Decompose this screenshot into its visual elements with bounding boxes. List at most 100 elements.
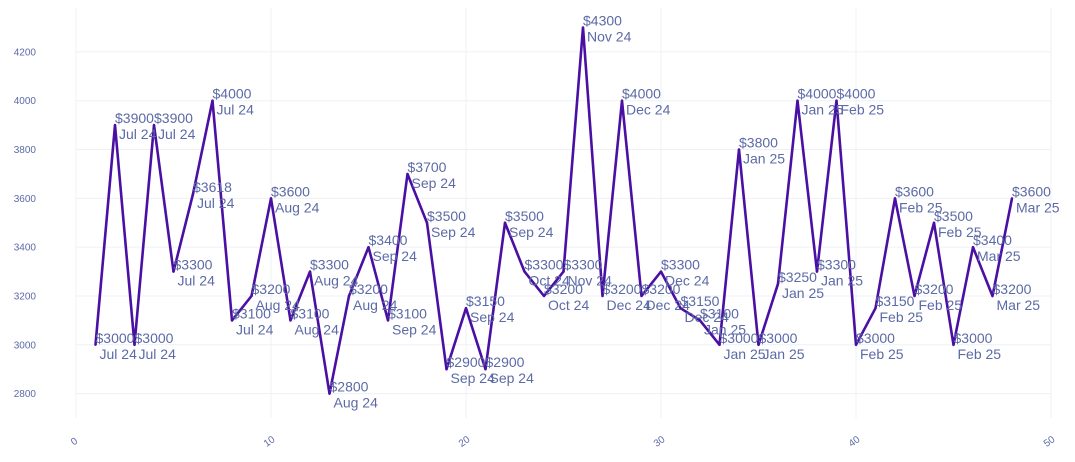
- data-value-label: $3100: [291, 305, 330, 321]
- data-point-marker: [835, 99, 838, 102]
- data-value-label: $4000: [837, 86, 876, 102]
- data-value-label: $3618: [193, 179, 232, 195]
- data-value-label: $3200: [349, 281, 388, 297]
- data-point-marker: [94, 343, 97, 346]
- data-point-marker: [776, 282, 780, 285]
- data-period-label: Sep 24: [470, 309, 515, 325]
- grid: [75, 8, 1052, 418]
- data-point-marker: [854, 343, 858, 346]
- data-value-label: $3300: [564, 257, 603, 273]
- data-value-label: $3300: [525, 257, 564, 273]
- y-tick-label: 2800: [14, 389, 37, 400]
- data-value-label: $3000: [135, 330, 174, 346]
- data-point-marker: [211, 99, 214, 102]
- data-point-marker: [737, 148, 741, 151]
- data-period-label: Sep 24: [490, 370, 535, 386]
- data-period-label: Feb 25: [958, 346, 1002, 362]
- data-value-label: $3200: [993, 281, 1032, 297]
- data-value-label: $3200: [544, 281, 583, 297]
- series-line: [94, 26, 1014, 395]
- data-period-label: Sep 24: [509, 224, 554, 240]
- data-point-marker: [269, 197, 273, 200]
- data-value-label: $3400: [369, 232, 408, 248]
- data-period-label: Sep 24: [451, 370, 496, 386]
- x-tick-label: 0: [69, 436, 80, 448]
- data-point-marker: [913, 294, 916, 298]
- data-value-label: $3700: [408, 159, 447, 175]
- data-period-label: Dec 24: [626, 102, 671, 118]
- data-period-label: Mar 25: [997, 297, 1041, 313]
- data-value-label: $2800: [330, 379, 369, 395]
- data-value-label: $3000: [96, 330, 135, 346]
- data-period-label: Nov 24: [568, 273, 613, 289]
- data-period-label: Mar 25: [977, 248, 1021, 264]
- data-period-label: Aug 24: [353, 297, 398, 313]
- data-period-label: Jul 24: [139, 346, 177, 362]
- data-point-marker: [815, 270, 819, 273]
- data-value-label: $3000: [759, 330, 798, 346]
- data-period-label: Feb 25: [860, 346, 904, 362]
- data-period-label: Nov 24: [587, 29, 632, 45]
- data-period-label: Feb 25: [919, 297, 963, 313]
- data-period-label: Jul 24: [158, 126, 196, 142]
- data-period-label: Dec 24: [665, 273, 710, 289]
- data-value-label: $4000: [213, 86, 252, 102]
- data-value-label: $3200: [642, 281, 681, 297]
- data-point-marker: [952, 343, 955, 346]
- data-value-label: $3100: [232, 305, 271, 321]
- data-value-label: $3200: [603, 281, 642, 297]
- data-period-label: Jul 24: [119, 126, 157, 142]
- data-period-label: Jan 25: [782, 285, 824, 301]
- data-point-marker: [464, 306, 468, 310]
- data-period-label: Jul 24: [217, 102, 255, 118]
- data-period-label: Feb 25: [899, 199, 943, 215]
- data-period-label: Aug 24: [275, 199, 320, 215]
- data-period-label: Aug 24: [295, 321, 340, 337]
- data-value-label: $3000: [954, 330, 993, 346]
- y-tick-label: 3400: [14, 243, 37, 254]
- data-point-marker: [698, 319, 702, 322]
- data-period-label: Jul 24: [178, 273, 216, 289]
- x-tick-label: 30: [652, 434, 668, 450]
- data-point-marker: [152, 123, 156, 127]
- y-tick-label: 3800: [14, 145, 37, 156]
- data-value-label: $3000: [720, 330, 759, 346]
- data-value-label: $3600: [895, 183, 934, 199]
- y-tick-label: 3600: [14, 194, 37, 205]
- data-period-label: Sep 24: [373, 248, 418, 264]
- data-point-marker: [289, 319, 292, 322]
- y-tick-label: 3200: [14, 291, 37, 302]
- data-period-label: Sep 24: [392, 321, 437, 337]
- data-period-label: Feb 25: [938, 224, 982, 240]
- data-period-label: Dec 24: [646, 297, 691, 313]
- data-point-marker: [191, 192, 195, 196]
- data-point-marker: [1010, 197, 1014, 200]
- data-value-label: $3400: [973, 232, 1012, 248]
- data-point-marker: [328, 392, 331, 395]
- data-value-label: $3150: [876, 293, 915, 309]
